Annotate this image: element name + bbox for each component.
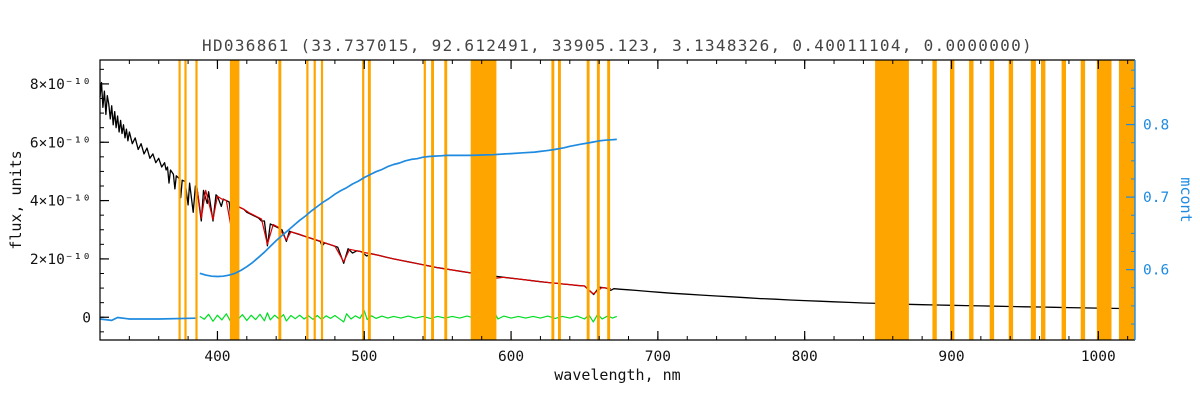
x-tick-label: 600 — [498, 349, 524, 365]
masked-region — [229, 60, 240, 340]
masked-region — [875, 60, 909, 340]
masked-region — [278, 60, 282, 340]
masked-region — [313, 60, 316, 340]
y-right-tick-label: 0.8 — [1143, 118, 1169, 134]
masked-region — [1080, 60, 1086, 340]
masked-region — [184, 60, 187, 340]
overlay-curves — [99, 138, 617, 322]
observed-spectrum-curve — [99, 81, 1136, 310]
masked-region — [551, 60, 555, 340]
masked-region — [932, 60, 937, 340]
model-fit-curve — [196, 187, 611, 295]
x-tick-label: 500 — [351, 349, 377, 365]
y-left-tick-label: 8×10⁻¹⁰ — [30, 77, 91, 93]
y-left-tick-label: 4×10⁻¹⁰ — [30, 194, 91, 210]
x-tick-label: 900 — [938, 349, 964, 365]
mcont-curve — [99, 138, 617, 322]
y-axis-right-label: mcont — [1177, 177, 1195, 223]
masked-region — [989, 60, 995, 340]
masked-region — [444, 60, 448, 340]
masked-region — [178, 60, 181, 340]
masked-region — [195, 60, 198, 340]
masked-region — [596, 60, 600, 340]
masked-region — [586, 60, 590, 340]
masked-region — [320, 60, 324, 340]
masked-region — [362, 60, 365, 340]
x-tick-label: 700 — [645, 349, 671, 365]
y-left-tick-label: 0 — [82, 310, 91, 326]
x-tick-label: 1000 — [1081, 349, 1116, 365]
data-curves — [99, 81, 1136, 323]
masked-region — [969, 60, 974, 340]
y-right-tick-label: 0.6 — [1143, 263, 1169, 279]
masked-region — [1041, 60, 1046, 340]
masked-region — [1118, 60, 1135, 340]
masked-region — [367, 60, 371, 340]
masked-region — [1061, 60, 1066, 340]
masked-region — [470, 60, 497, 340]
masked-region — [1096, 60, 1112, 340]
masked-regions — [178, 60, 1135, 340]
masked-region — [423, 60, 426, 340]
masked-region — [558, 60, 561, 340]
x-tick-label: 800 — [792, 349, 818, 365]
residual-curve — [199, 309, 618, 323]
masked-region — [1008, 60, 1014, 340]
masked-region — [431, 60, 434, 340]
plot-title: HD036861 (33.737015, 92.612491, 33905.12… — [202, 36, 1033, 55]
y-left-tick-label: 6×10⁻¹⁰ — [30, 135, 91, 151]
y-left-tick-label: 2×10⁻¹⁰ — [30, 252, 91, 268]
masked-region — [306, 60, 309, 340]
y-axis-left-label: flux, units — [7, 150, 25, 250]
masked-region — [1030, 60, 1036, 340]
axes: 400 500 600 700 800 900 1000 0 2×10⁻¹⁰ 4×10⁻¹⁰ 6×1… — [30, 59, 1169, 365]
x-axis-label: wavelength, nm — [554, 366, 681, 384]
masked-region — [607, 60, 611, 340]
y-right-tick-label: 0.7 — [1143, 190, 1169, 206]
x-tick-label: 400 — [204, 349, 230, 365]
masked-region — [950, 60, 955, 340]
